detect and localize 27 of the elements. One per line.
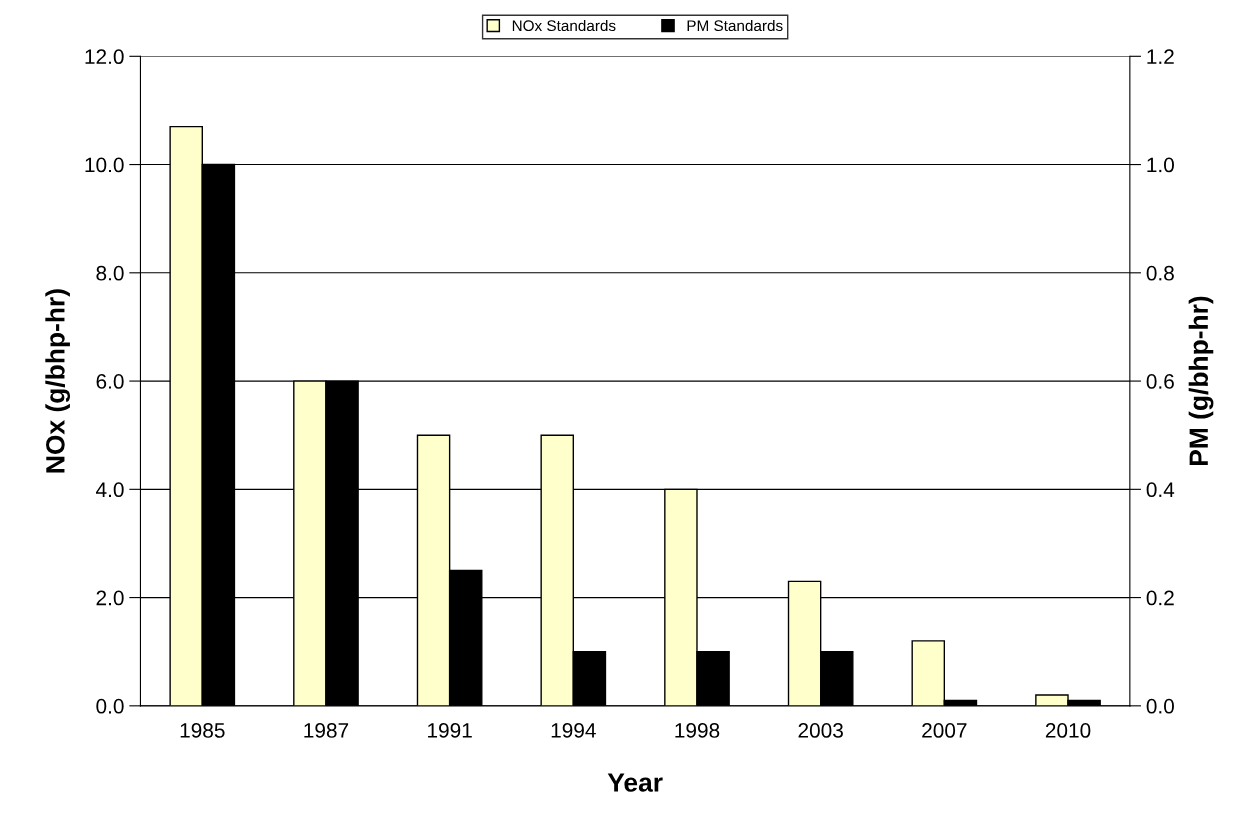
x-tick-label: 2010 xyxy=(1045,723,1091,738)
legend-label: PM Standards xyxy=(687,19,783,32)
y2-tick-label: 1.0 xyxy=(1147,157,1174,173)
x-tick-label: 1991 xyxy=(428,723,472,738)
y-tick-label: 6.0 xyxy=(96,374,124,389)
y-axis-title: NOx (g/bhp-hr) xyxy=(45,289,71,473)
x-tick-label: 1987 xyxy=(304,723,349,738)
y-tick-label: 0.0 xyxy=(96,698,124,714)
y2-axis-title: PM (g/bhp-hr) xyxy=(1188,296,1214,466)
x-tick-label: 1998 xyxy=(675,723,720,738)
y2-tick-label: 0.8 xyxy=(1146,265,1174,281)
x-axis-title: Year xyxy=(607,773,663,792)
x-tick-label: 1985 xyxy=(180,723,225,738)
x-tick-label: 2003 xyxy=(798,723,843,738)
x-tick-label: 2007 xyxy=(922,723,967,738)
y-tick-label: 12.0 xyxy=(85,49,124,65)
legend-label: NOx Standards xyxy=(512,19,616,32)
x-tick-label: 1994 xyxy=(551,723,596,738)
y2-tick-label: 1.2 xyxy=(1147,49,1174,64)
y2-tick-label: 0.6 xyxy=(1146,374,1174,389)
y2-tick-label: 0.2 xyxy=(1146,590,1174,606)
y-tick-label: 4.0 xyxy=(96,482,124,498)
y-tick-label: 10.0 xyxy=(85,157,124,173)
y-tick-label: 2.0 xyxy=(96,590,124,606)
y2-tick-label: 0.4 xyxy=(1146,482,1175,498)
y-tick-label: 8.0 xyxy=(96,265,124,281)
y2-tick-label: 0.0 xyxy=(1146,698,1174,714)
